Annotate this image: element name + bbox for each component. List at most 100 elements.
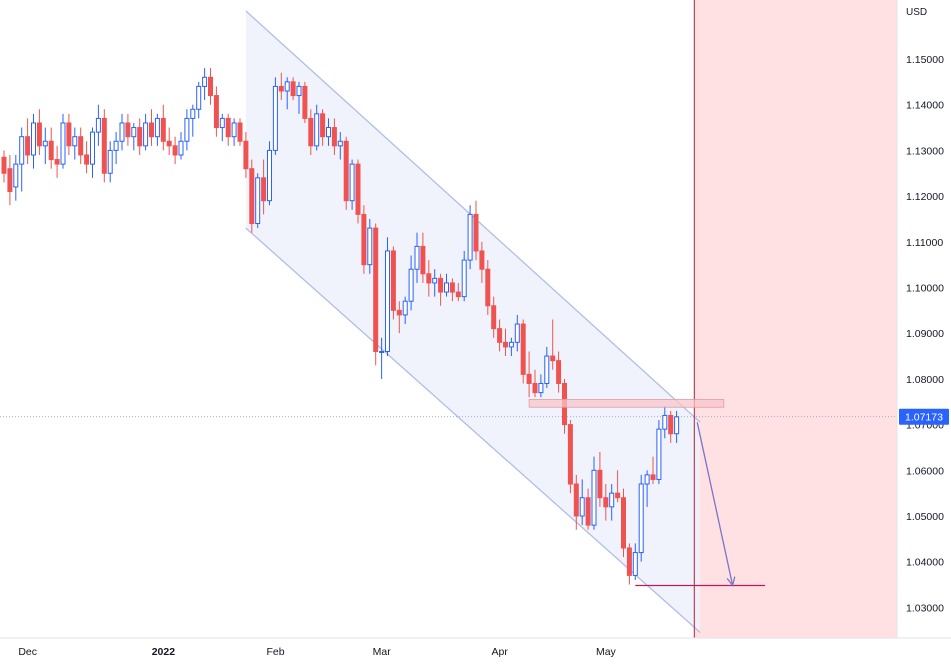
candle[interactable] [585,488,591,530]
candle[interactable] [113,132,119,165]
candle[interactable] [556,351,562,393]
candle[interactable] [331,118,337,155]
candle[interactable] [19,127,25,192]
candle[interactable] [290,77,296,101]
candle[interactable] [396,301,402,334]
candle[interactable] [184,109,190,151]
candle[interactable] [255,173,261,229]
candle[interactable] [1,150,7,183]
candle[interactable] [272,77,278,155]
candle[interactable] [196,81,202,119]
candle[interactable] [390,246,396,320]
candle[interactable] [361,205,367,274]
candle[interactable] [261,159,267,215]
candle[interactable] [621,488,626,558]
candle[interactable] [343,136,349,210]
channel-upper-line[interactable] [245,10,701,423]
candle[interactable] [550,319,556,370]
candle[interactable] [461,250,467,302]
candle[interactable] [160,104,166,151]
candle[interactable] [296,81,302,114]
candle[interactable] [432,269,438,297]
candle[interactable] [137,118,143,155]
candle[interactable] [373,223,379,366]
candle[interactable] [125,113,131,146]
candle[interactable] [308,109,314,155]
candle[interactable] [84,141,90,174]
candle[interactable] [54,145,60,178]
candle[interactable] [60,113,66,169]
candle[interactable] [154,113,160,146]
candle[interactable] [72,127,78,160]
candle[interactable] [426,260,432,297]
candle[interactable] [632,543,638,580]
projection-arrow[interactable] [696,422,734,586]
candle[interactable] [615,470,621,503]
candle[interactable] [149,109,154,146]
candle[interactable] [526,351,532,398]
candle[interactable] [42,127,48,165]
candle[interactable] [656,420,662,485]
candle[interactable] [7,154,13,206]
candle[interactable] [479,241,485,283]
candle[interactable] [444,273,449,297]
candle[interactable] [467,205,473,270]
candle[interactable] [449,278,455,302]
candle[interactable] [143,113,149,151]
candle[interactable] [326,118,331,146]
candle[interactable] [302,81,308,123]
candle[interactable] [497,319,503,352]
candle[interactable] [503,328,508,357]
candle[interactable] [31,113,36,169]
candle[interactable] [249,159,255,233]
candle[interactable] [638,474,644,562]
candle[interactable] [320,109,326,146]
candle[interactable] [25,118,31,165]
candle[interactable] [438,273,444,306]
candle[interactable] [166,127,172,155]
candle[interactable] [644,470,650,507]
candle[interactable] [520,319,526,384]
candle[interactable] [420,232,426,283]
candle[interactable] [591,456,597,530]
candle[interactable] [95,104,101,146]
resistance-zone[interactable] [528,399,725,408]
candle[interactable] [650,456,656,485]
candle[interactable] [190,104,196,137]
candle[interactable] [491,296,497,338]
candle[interactable] [579,479,585,526]
candle[interactable] [13,154,19,201]
candle[interactable] [284,77,290,110]
candle[interactable] [213,86,219,137]
candle[interactable] [36,109,42,155]
candle[interactable] [402,296,408,325]
candle[interactable] [119,113,125,151]
candle[interactable] [208,68,213,105]
candle[interactable] [131,122,137,151]
candle[interactable] [662,406,668,439]
candle[interactable] [532,369,538,398]
candle[interactable] [48,127,54,169]
candle[interactable] [609,484,615,521]
candle[interactable] [90,127,95,178]
candle[interactable] [538,374,544,398]
candle[interactable] [178,132,184,160]
candle[interactable] [408,255,414,311]
candle[interactable] [314,104,320,151]
candle[interactable] [66,113,72,155]
candle[interactable] [278,72,284,101]
candle[interactable] [78,127,84,165]
candle[interactable] [414,232,420,283]
candle[interactable] [172,136,178,165]
channel-lower-line[interactable] [245,227,701,634]
candle[interactable] [668,410,674,443]
candle[interactable] [485,260,491,315]
candle[interactable] [225,113,231,146]
candle[interactable] [379,337,385,379]
candle[interactable] [567,420,573,494]
candle[interactable] [337,132,343,160]
candle[interactable] [237,118,243,146]
candle[interactable] [473,200,479,261]
